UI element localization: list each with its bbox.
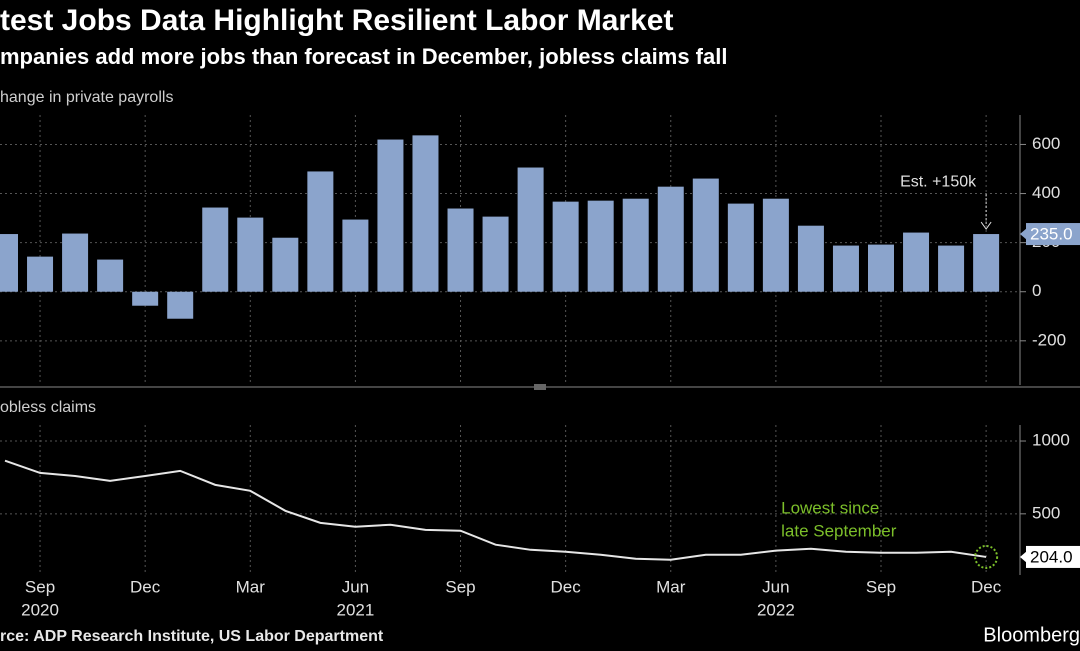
chart-subtitle: mpanies add more jobs than forecast in D…: [0, 44, 727, 69]
bar: [272, 237, 299, 292]
x-tick-label: Dec: [130, 577, 161, 596]
bar: [0, 234, 18, 292]
x-year-label: 2020: [21, 600, 59, 619]
y-tick-label: 500: [1032, 503, 1060, 522]
bar: [797, 225, 824, 292]
y-axis-label: obless claims: [0, 399, 96, 416]
value-label-pointer: [1020, 550, 1027, 563]
highlight-circle: [974, 544, 999, 569]
bar: [447, 208, 474, 292]
x-year-label: 2021: [336, 600, 374, 619]
value-label: 235.0: [1030, 225, 1073, 244]
value-label-bg: [1026, 223, 1080, 246]
bar: [762, 198, 789, 292]
x-tick-label: Dec: [551, 577, 582, 596]
bar: [692, 178, 719, 292]
x-tick-label: Jun: [762, 577, 789, 596]
bar: [587, 200, 614, 292]
bar: [482, 216, 509, 292]
bar: [622, 198, 649, 292]
y-tick-label: 400: [1032, 183, 1060, 202]
separator-handle: [534, 384, 546, 390]
annotation: late September: [781, 521, 897, 540]
annotation: Lowest since: [781, 498, 879, 517]
x-tick-label: Mar: [656, 577, 686, 596]
annotation-arrowhead: [980, 221, 992, 230]
chart-title: test Jobs Data Highlight Resilient Labor…: [0, 4, 673, 37]
bar: [342, 219, 369, 292]
value-label-pointer: [1020, 228, 1027, 241]
bar: [903, 232, 930, 292]
bar: [973, 234, 1000, 292]
x-year-label: 2022: [757, 600, 795, 619]
bar: [237, 217, 264, 292]
line: [4, 459, 987, 561]
y-tick-label: 600: [1032, 134, 1060, 153]
y-tick-label: -200: [1032, 330, 1066, 349]
y-tick-label: 1000: [1032, 431, 1070, 450]
x-tick-label: Sep: [445, 577, 475, 596]
value-label: 204.0: [1030, 547, 1073, 566]
bar: [167, 291, 194, 319]
bar: [62, 233, 89, 292]
bar: [938, 245, 965, 292]
x-tick-label: Sep: [866, 577, 896, 596]
bar: [27, 256, 54, 292]
bar: [552, 201, 579, 292]
x-tick-label: Dec: [971, 577, 1002, 596]
bar: [132, 291, 159, 306]
x-tick-label: Jun: [342, 577, 369, 596]
bar: [97, 259, 124, 292]
annotation: Est. +150k: [900, 173, 977, 190]
bar: [832, 245, 859, 292]
x-tick-label: Sep: [25, 577, 55, 596]
brand: Bloomberg: [983, 624, 1080, 646]
bar: [307, 171, 334, 292]
bar: [868, 244, 894, 292]
bar: [727, 203, 754, 292]
source: rce: ADP Research Institute, US Labor De…: [0, 628, 384, 645]
bar: [377, 139, 404, 292]
bar: [657, 186, 684, 292]
bar: [517, 167, 544, 292]
value-label-bg: [1026, 545, 1080, 568]
bar: [412, 135, 439, 292]
y-tick-label: 0: [1032, 281, 1041, 300]
y-axis-label: hange in private payrolls: [0, 89, 173, 106]
x-tick-label: Mar: [236, 577, 266, 596]
bar: [202, 207, 229, 292]
